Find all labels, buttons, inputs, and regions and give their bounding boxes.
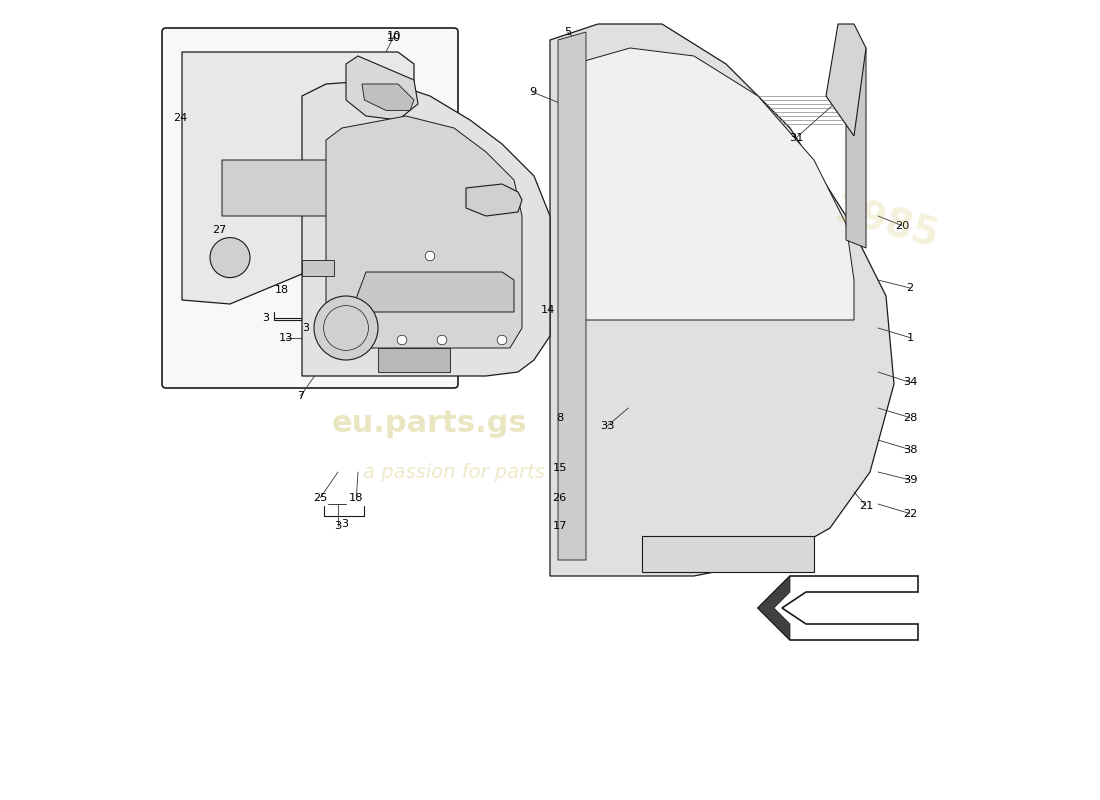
Text: 5: 5 xyxy=(564,27,571,37)
Circle shape xyxy=(426,251,434,261)
Polygon shape xyxy=(326,116,522,348)
Text: 18: 18 xyxy=(275,286,289,295)
Circle shape xyxy=(314,296,378,360)
Text: 3: 3 xyxy=(263,313,270,322)
FancyBboxPatch shape xyxy=(162,28,458,388)
Polygon shape xyxy=(550,24,894,576)
Text: 10: 10 xyxy=(387,31,402,41)
Text: 33: 33 xyxy=(601,421,615,430)
Polygon shape xyxy=(466,184,522,216)
Text: 24: 24 xyxy=(174,114,187,123)
Text: 16: 16 xyxy=(507,277,521,286)
Text: 1: 1 xyxy=(906,333,914,342)
Text: 25: 25 xyxy=(314,493,328,502)
Text: 31: 31 xyxy=(789,133,804,142)
Text: 10: 10 xyxy=(387,34,402,43)
Bar xyxy=(302,260,334,276)
Text: 4: 4 xyxy=(503,245,509,254)
Text: 8: 8 xyxy=(556,413,563,422)
Text: 3: 3 xyxy=(341,519,348,529)
Text: 39: 39 xyxy=(903,475,917,485)
Circle shape xyxy=(497,335,507,345)
Text: 14: 14 xyxy=(541,306,556,315)
Text: 27: 27 xyxy=(429,306,443,315)
Polygon shape xyxy=(826,24,866,136)
Text: 13: 13 xyxy=(278,333,294,342)
Circle shape xyxy=(397,335,407,345)
Text: 2: 2 xyxy=(906,283,914,293)
Polygon shape xyxy=(354,272,514,312)
Text: 21: 21 xyxy=(859,501,873,510)
Polygon shape xyxy=(846,40,866,248)
Polygon shape xyxy=(574,48,854,320)
Bar xyxy=(378,348,450,372)
Text: 3: 3 xyxy=(302,323,309,333)
Text: 34: 34 xyxy=(903,378,917,387)
Text: 3: 3 xyxy=(334,522,342,531)
Text: 18: 18 xyxy=(349,493,364,502)
Text: 38: 38 xyxy=(903,445,917,454)
Polygon shape xyxy=(222,160,358,216)
Text: 27: 27 xyxy=(212,226,227,235)
Text: 29: 29 xyxy=(653,543,668,553)
Circle shape xyxy=(437,335,447,345)
Text: 17: 17 xyxy=(552,522,567,531)
Text: 15: 15 xyxy=(552,463,567,473)
Text: 22: 22 xyxy=(903,509,917,518)
Polygon shape xyxy=(758,576,918,640)
Text: 32: 32 xyxy=(845,159,859,169)
Polygon shape xyxy=(558,32,586,560)
Text: 1985: 1985 xyxy=(829,192,943,256)
Text: 23: 23 xyxy=(451,306,465,315)
Polygon shape xyxy=(642,536,814,572)
Text: 19: 19 xyxy=(493,175,507,185)
Text: a passion for parts: a passion for parts xyxy=(363,462,544,482)
Polygon shape xyxy=(758,576,790,640)
Text: 7: 7 xyxy=(297,391,304,401)
Text: 11: 11 xyxy=(315,286,329,295)
Polygon shape xyxy=(346,56,418,120)
Polygon shape xyxy=(302,80,550,376)
Circle shape xyxy=(210,238,250,278)
Text: eu.parts.gs: eu.parts.gs xyxy=(332,410,528,438)
Text: 28: 28 xyxy=(903,413,917,422)
Text: 20: 20 xyxy=(894,221,910,230)
Text: 9: 9 xyxy=(529,87,536,97)
Polygon shape xyxy=(182,52,414,304)
Polygon shape xyxy=(362,84,414,110)
Text: 30: 30 xyxy=(845,90,860,99)
Text: 6: 6 xyxy=(474,306,482,315)
Text: 26: 26 xyxy=(552,493,567,502)
